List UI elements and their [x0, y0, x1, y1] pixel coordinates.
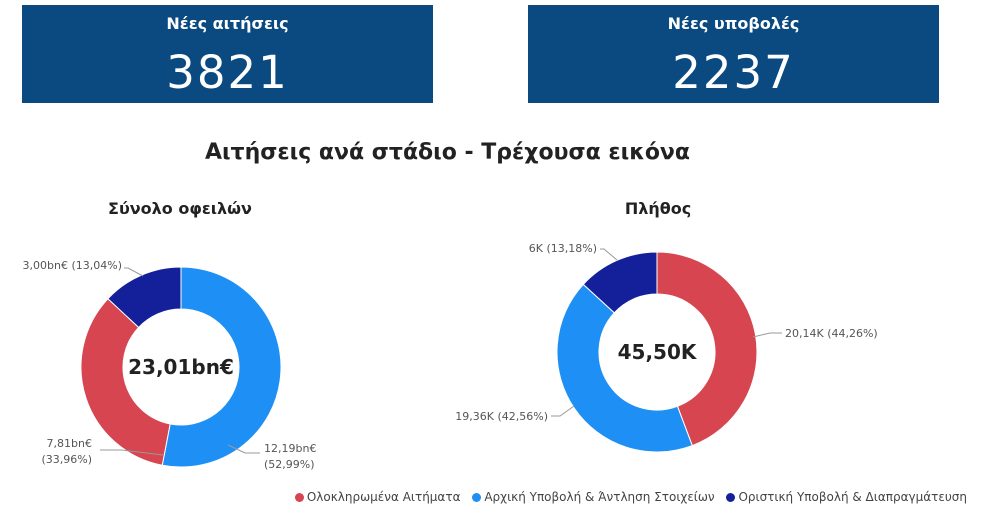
legend-label: Οριστική Υποβολή & Διαπραγμάτευση	[738, 490, 967, 504]
legend-label: Αρχική Υποβολή & Άντληση Στοιχείων	[484, 490, 715, 504]
legend-label: Ολοκληρωμένα Αιτήματα	[306, 490, 461, 504]
legend-item[interactable]: Αρχική Υποβολή & Άντληση Στοιχείων	[472, 490, 715, 504]
leader-line	[551, 405, 575, 417]
data-label: 3,00bn€ (13,04%)	[23, 259, 122, 272]
legend-dot	[294, 493, 304, 502]
data-label: (52,99%)	[264, 458, 315, 471]
legend-item[interactable]: Οριστική Υποβολή & Διαπραγμάτευση	[726, 490, 967, 504]
legend-item[interactable]: Ολοκληρωμένα Αιτήματα	[294, 490, 461, 504]
donut-slice[interactable]	[556, 283, 693, 453]
donut-slice[interactable]	[582, 251, 658, 314]
kpi-value: 3821	[166, 46, 289, 99]
donut-center-label: 45,50K	[618, 340, 698, 364]
leader-line	[227, 444, 260, 454]
kpi-card-new-submissions: Νέες υποβολές 2237	[528, 5, 939, 103]
leader-line	[600, 248, 618, 261]
chart-legend: Ολοκληρωμένα Αιτήματα Αρχική Υποβολή & Ά…	[287, 490, 967, 504]
data-label: (33,96%)	[41, 453, 92, 466]
chart-title-total-debts: Σύνολο οφειλών	[108, 199, 252, 218]
kpi-value: 2237	[672, 46, 795, 99]
data-label: 20,14K (44,26%)	[785, 327, 878, 340]
donut-slice[interactable]	[161, 266, 282, 468]
data-label: 7,81bn€	[47, 437, 92, 450]
kpi-title: Νέες αιτήσεις	[166, 14, 289, 33]
donut-slice[interactable]	[80, 298, 171, 466]
legend-dot	[472, 493, 482, 502]
data-label: 12,19bn€	[264, 442, 316, 455]
chart-title-count: Πλήθος	[624, 199, 692, 218]
page-title: Αιτήσεις ανά στάδιο - Τρέχουσα εικόνα	[204, 140, 691, 165]
leader-line	[752, 332, 782, 338]
leader-line	[124, 267, 144, 277]
kpi-title: Νέες υποβολές	[667, 14, 800, 33]
donut-center-label: 23,01bn€	[128, 355, 234, 379]
legend-dot	[726, 493, 736, 502]
kpi-card-new-applications: Νέες αιτήσεις 3821	[22, 5, 433, 103]
leader-line	[100, 449, 164, 456]
data-label: 19,36K (42,56%)	[455, 410, 548, 423]
data-label: 6K (13,18%)	[529, 242, 597, 255]
donut-slice[interactable]	[107, 266, 182, 329]
donut-slice[interactable]	[656, 251, 758, 447]
